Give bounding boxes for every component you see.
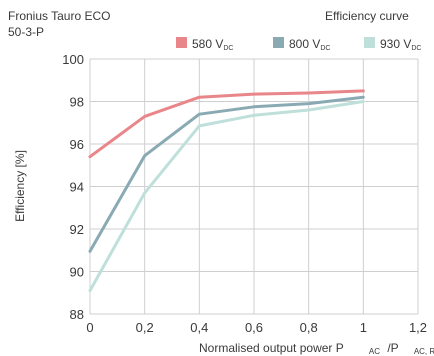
x-axis-label-sub2: AC, R [414, 347, 434, 356]
x-tick-label: 0,2 [136, 320, 154, 335]
product-model: 50-3-P [8, 25, 44, 39]
legend-label: 930 VDC [380, 37, 421, 52]
legend-label: 580 VDC [192, 37, 233, 52]
x-tick-label: 0,6 [245, 320, 263, 335]
x-tick-label: 0,4 [190, 320, 208, 335]
x-axis-label-mid: /P [387, 341, 398, 355]
series-line [88, 89, 365, 159]
legend-label-main: 580 V [192, 37, 223, 51]
legend-label-sub: DC [320, 45, 330, 52]
y-tick-label: 88 [70, 307, 84, 322]
legend: 580 VDC 800 VDC 930 VDC [176, 37, 421, 52]
x-axis-label-sub1: AC [369, 347, 380, 356]
series-line [88, 100, 365, 293]
legend-label-main: 800 V [289, 37, 320, 51]
grid [89, 58, 419, 315]
series-line [88, 95, 365, 253]
y-tick-label: 94 [70, 180, 84, 195]
y-axis-label: Efficiency [%] [13, 150, 27, 222]
legend-swatch [364, 37, 375, 48]
x-tick-label: 0,8 [300, 320, 318, 335]
y-tick-label: 100 [62, 52, 84, 67]
product-name: Fronius Tauro ECO [8, 9, 111, 23]
x-axis-label: Normalised output power P AC /P AC, R [199, 341, 434, 356]
y-tick-label: 90 [70, 265, 84, 280]
legend-label-sub: DC [223, 45, 233, 52]
chart-title: Efficiency curve [325, 9, 409, 23]
series-layer [88, 89, 365, 293]
legend-swatch [273, 37, 284, 48]
y-tick-label: 96 [70, 137, 84, 152]
legend-label-sub: DC [411, 45, 421, 52]
x-axis-label-main: Normalised output power P [199, 341, 344, 355]
y-tick-label: 92 [70, 222, 84, 237]
x-tick-label: 0 [86, 320, 93, 335]
legend-swatch [176, 37, 187, 48]
x-tick-label: 1 [360, 320, 367, 335]
tick-labels: 88 90 92 94 96 98 100 0 0,2 0,4 0,6 0,8 1 1,2 [62, 52, 427, 335]
y-tick-label: 98 [70, 95, 84, 110]
x-tick-label: 1,2 [409, 320, 427, 335]
legend-label: 800 VDC [289, 37, 330, 52]
legend-label-main: 930 V [380, 37, 411, 51]
